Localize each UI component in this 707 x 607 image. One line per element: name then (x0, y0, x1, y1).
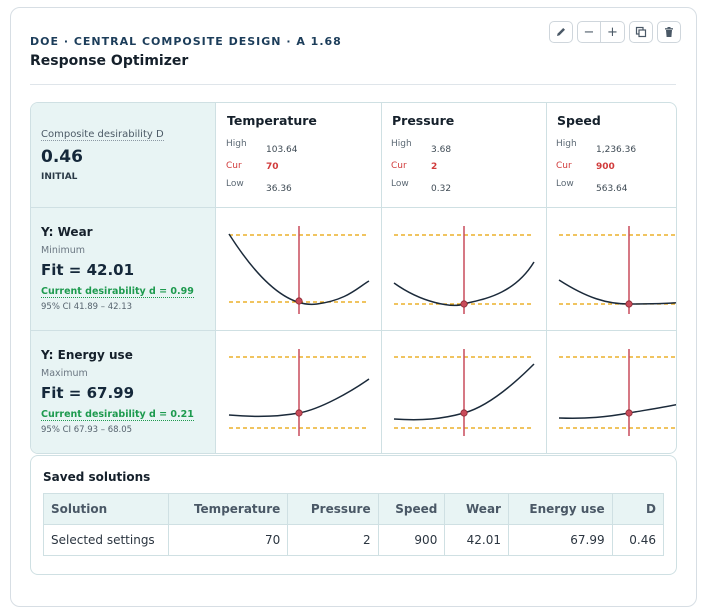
response-energy: Y: Energy use Maximum Fit = 67.99 Curren… (41, 348, 194, 435)
col-pressure[interactable]: Pressure (287, 493, 379, 525)
page-title: Response Optimizer (30, 53, 189, 69)
saved-solutions-title: Saved solutions (43, 470, 151, 484)
table-row[interactable]: Selected settings 70 2 900 42.01 67.99 0… (42, 524, 665, 556)
response-desirability: Current desirability d = 0.99 (41, 286, 194, 298)
factor-speed[interactable]: Speed High 1,236.36 Cur 900 Low 563.64 (547, 103, 676, 207)
response-ci: 95% CI 41.89 – 42.13 (41, 302, 133, 312)
delete-icon[interactable] (657, 21, 681, 43)
factor-pressure[interactable]: Pressure High 3.68 Cur 2 Low 0.32 (382, 103, 547, 207)
response-goal: Minimum (41, 245, 86, 256)
optimizer-grid: Composite desirability D 0.46 INITIAL Y:… (30, 102, 677, 454)
plot-wear-pressure[interactable] (382, 208, 547, 331)
high-value: 1,236.36 (596, 145, 637, 155)
card-toolbar: − + (549, 21, 681, 43)
col-wear[interactable]: Wear (444, 493, 509, 525)
cell-wear: 42.01 (444, 524, 509, 556)
low-value: 0.32 (431, 184, 452, 194)
low-label: Low (226, 179, 244, 189)
response-name: Y: Wear (41, 225, 93, 239)
response-curve (558, 403, 676, 419)
zoom-controls: − + (577, 21, 625, 43)
high-value: 3.68 (431, 145, 452, 155)
composite-desirability-label: Composite desirability D (41, 129, 164, 141)
plot-energy-pressure[interactable] (382, 331, 547, 453)
cell-temperature: 70 (168, 524, 289, 556)
col-energy-use[interactable]: Energy use (507, 493, 613, 525)
response-goal: Maximum (41, 368, 88, 379)
divider (30, 84, 676, 85)
current-point (625, 300, 633, 308)
factor-name: Pressure (392, 113, 455, 128)
high-label: High (391, 139, 412, 149)
row-divider (31, 330, 676, 331)
current-point (460, 300, 468, 308)
plot-energy-speed[interactable] (547, 331, 676, 453)
saved-solutions-panel: Saved solutions Solution Temperature Pre… (30, 455, 677, 575)
response-curve (558, 279, 676, 305)
col-temperature[interactable]: Temperature (168, 493, 289, 525)
response-desirability: Current desirability d = 0.21 (41, 409, 194, 421)
edit-icon[interactable] (549, 21, 573, 43)
current-point (460, 409, 468, 417)
cur-label: Cur (556, 161, 572, 171)
response-wear: Y: Wear Minimum Fit = 42.01 Current desi… (41, 225, 194, 312)
response-ci: 95% CI 67.93 – 68.05 (41, 425, 133, 435)
plot-energy-temperature[interactable] (217, 331, 382, 453)
saved-solutions-table: Solution Temperature Pressure Speed Wear… (42, 493, 665, 556)
low-label: Low (391, 179, 409, 189)
response-fit: Fit = 67.99 (41, 384, 135, 402)
cell-speed: 900 (377, 524, 446, 556)
row-divider (31, 207, 676, 208)
table-header-row: Solution Temperature Pressure Speed Wear… (42, 493, 665, 525)
response-fit: Fit = 42.01 (41, 261, 135, 279)
cur-value[interactable]: 70 (266, 162, 279, 172)
response-column (31, 103, 216, 453)
cur-value[interactable]: 900 (596, 162, 615, 172)
high-label: High (556, 139, 577, 149)
factor-name: Speed (557, 113, 601, 128)
cell-pressure: 2 (287, 524, 379, 556)
low-value: 36.36 (266, 184, 292, 194)
duplicate-icon[interactable] (629, 21, 653, 43)
high-label: High (226, 139, 247, 149)
composite-desirability-value: 0.46 (41, 147, 83, 167)
low-label: Low (556, 179, 574, 189)
plot-wear-speed[interactable] (547, 208, 676, 331)
factor-name: Temperature (227, 113, 317, 128)
low-value: 563.64 (596, 184, 628, 194)
optimizer-card: − + DOE · CENTRAL COMPOSITE DESIGN · A 1… (10, 7, 697, 607)
current-point (295, 297, 303, 305)
current-point (625, 409, 633, 417)
cell-energy-use: 67.99 (507, 524, 613, 556)
high-value: 103.64 (266, 145, 298, 155)
plot-wear-temperature[interactable] (217, 208, 382, 331)
cur-value[interactable]: 2 (431, 162, 438, 172)
response-curve (228, 233, 370, 306)
cell-solution: Selected settings (42, 524, 170, 556)
zoom-out-icon[interactable]: − (577, 21, 601, 43)
cell-d: 0.46 (611, 524, 665, 556)
factor-temperature[interactable]: Temperature High 103.64 Cur 70 Low 36.36 (217, 103, 382, 207)
col-d[interactable]: D (611, 493, 665, 525)
cur-label: Cur (226, 161, 242, 171)
column-divider (381, 103, 382, 453)
column-divider (546, 103, 547, 453)
cur-label: Cur (391, 161, 407, 171)
composite-state: INITIAL (41, 172, 78, 182)
col-speed[interactable]: Speed (377, 493, 446, 525)
zoom-in-icon[interactable]: + (601, 21, 625, 43)
response-name: Y: Energy use (41, 348, 133, 362)
current-point (295, 409, 303, 417)
col-solution[interactable]: Solution (42, 493, 170, 525)
design-type-label: DOE · CENTRAL COMPOSITE DESIGN · A 1.68 (30, 35, 342, 48)
